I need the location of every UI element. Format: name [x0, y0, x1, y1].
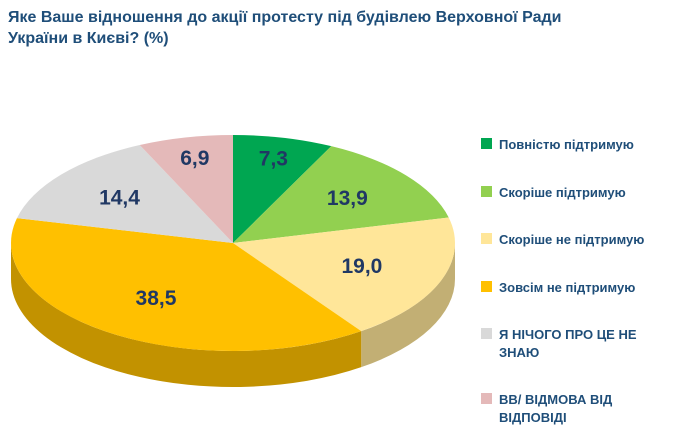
legend-label: Повністю підтримую	[499, 137, 634, 152]
legend-item: Я НІЧОГО ПРО ЦЕ НЕ ЗНАЮ	[481, 326, 683, 361]
pie-slice-value-label: 7,3	[259, 147, 288, 170]
pie-slice-value-label: 19,0	[341, 255, 382, 278]
pie-slice-side	[361, 243, 455, 368]
legend-label: Скоріше підтримую	[499, 184, 626, 200]
chart-legend: Повністю підтримую Скоріше підтримую Скорі…	[481, 136, 683, 426]
legend-swatch	[481, 185, 492, 197]
legend-item: ВВ/ ВІДМОВА ВІД ВІДПОВІДІ	[481, 391, 683, 426]
legend-swatch	[481, 233, 492, 245]
pie-slice-value-label: 6,9	[180, 147, 209, 170]
pie-slice	[233, 146, 449, 243]
legend-label: ВВ/ ВІДМОВА ВІД ВІДПОВІДІ	[499, 392, 613, 425]
pie-slice	[233, 135, 332, 243]
legend-label: Скоріше не підтримую	[499, 232, 645, 248]
legend-item: Скоріше підтримую	[481, 184, 683, 202]
legend-swatch	[481, 138, 492, 149]
chart-title: Яке Ваше відношення до акції протесту пі…	[8, 9, 562, 48]
legend-swatch	[481, 328, 492, 340]
pie-chart: 7,3 13,9 19,0 38,5 14,4 6,9	[10, 135, 455, 387]
pie-slice-value-label: 14,4	[99, 186, 140, 209]
pie-slice	[233, 217, 455, 332]
legend-swatch	[481, 280, 492, 292]
pie-slice-value-label: 13,9	[327, 187, 368, 210]
legend-label: Я НІЧОГО ПРО ЦЕ НЕ ЗНАЮ	[499, 327, 637, 360]
legend-item: Зовсім не підтримую	[481, 279, 683, 297]
pie-slice-side	[11, 243, 362, 387]
legend-label: Зовсім не підтримую	[499, 279, 636, 295]
pie-slice	[139, 135, 233, 243]
pie-slice-value-label: 38,5	[136, 287, 177, 310]
pie-slice	[10, 218, 362, 352]
legend-item: Скоріше не підтримую	[481, 231, 683, 249]
pie-slice	[16, 144, 233, 243]
legend-swatch	[481, 393, 492, 405]
legend-item: Повністю підтримую	[481, 136, 683, 154]
